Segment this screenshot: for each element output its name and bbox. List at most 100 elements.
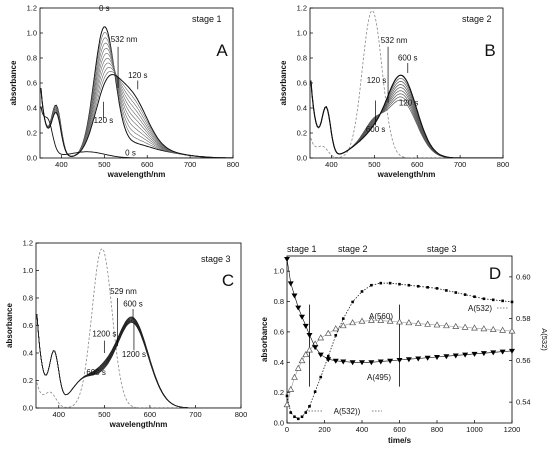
point-A560	[489, 325, 497, 332]
label-600s-left: 600 s	[86, 368, 106, 377]
point-A560	[283, 401, 291, 408]
spectrum-curve	[310, 74, 503, 158]
point-A560	[339, 322, 347, 329]
y-axis-label: absorbance	[279, 60, 288, 105]
spectrum-curve	[40, 52, 233, 158]
point-A495	[368, 360, 375, 366]
point-A560	[358, 317, 366, 324]
y-tick-label: 0.2	[274, 388, 284, 397]
point-A560	[508, 327, 516, 334]
x-tick-label: 600	[144, 410, 157, 419]
label-0s-bottom: 0 s	[125, 149, 136, 158]
point-A495	[295, 305, 302, 311]
x-tick-label: 700	[184, 160, 197, 169]
point-A560	[386, 317, 394, 324]
stage-label: stage 1	[192, 14, 222, 24]
x-tick-label: 0	[285, 425, 289, 434]
y-tick-label: 0.4	[297, 104, 307, 113]
y2-axis-label: A(532)	[540, 328, 549, 351]
point-A495	[471, 351, 478, 357]
point-A560	[306, 346, 313, 353]
point-A495	[443, 354, 450, 360]
label-532nm: 532 nm	[381, 36, 408, 45]
y-tick-label: 0.2	[297, 129, 307, 138]
plot-frame	[39, 7, 234, 159]
point-A532	[398, 282, 401, 286]
x-tick-label: 600	[411, 160, 424, 169]
point-A560	[471, 324, 478, 331]
panel-letter: B	[484, 41, 495, 60]
panel-letter: A	[216, 41, 228, 60]
point-A532	[370, 283, 373, 287]
point-A495	[509, 348, 515, 354]
point-A495	[490, 350, 497, 356]
stage-label: stage 3	[201, 254, 231, 264]
point-A532	[351, 300, 354, 304]
point-A532	[501, 299, 504, 303]
stage-label-3: stage 3	[427, 244, 457, 254]
point-A532	[326, 354, 330, 358]
point-A495	[302, 323, 309, 329]
point-A560	[287, 385, 295, 392]
x-tick-label: 200	[318, 425, 331, 434]
point-A560	[499, 326, 507, 333]
y-tick-label: 0.4	[274, 358, 284, 367]
y-tick-label: 0.0	[23, 404, 33, 413]
point-A532	[388, 281, 392, 285]
label-532nm: 532 nm	[111, 35, 138, 44]
point-A560	[317, 334, 325, 341]
y-tick-label: 0.2	[27, 129, 37, 138]
x-axis-label: wavelength/nm	[107, 170, 166, 179]
spectrum-curve	[40, 106, 233, 158]
spectra-group	[36, 248, 241, 408]
x-axis-label: time/s	[388, 436, 412, 445]
y2-tick-label: 0.60	[516, 272, 531, 281]
x-tick-label: 600	[393, 425, 406, 434]
y2-tick-label: 0.58	[516, 314, 531, 323]
y-tick-label: 1.0	[297, 29, 307, 38]
label-529nm: 529 nm	[110, 287, 137, 296]
spectra-group	[40, 26, 233, 158]
spectrum-curve	[40, 31, 233, 158]
x-tick-label: 500	[368, 160, 381, 169]
spectra-group	[310, 10, 503, 158]
y-tick-label: 0.6	[274, 327, 284, 336]
reference-spectrum-dashed	[36, 248, 241, 408]
point-A495	[424, 355, 431, 361]
x-tick-label: 800	[235, 410, 248, 419]
x-tick-label: 400	[356, 425, 369, 434]
y2-tick-label: 0.54	[516, 398, 531, 407]
y-tick-label: 1.2	[27, 4, 37, 13]
point-A560	[452, 322, 460, 329]
point-A560	[294, 364, 302, 371]
x-axis-label: wavelength/nm	[377, 170, 436, 179]
point-A532	[341, 317, 345, 320]
point-A495	[405, 357, 412, 363]
y2-tick-label: 0.56	[516, 356, 531, 365]
point-A532	[407, 283, 411, 287]
point-A495	[299, 314, 305, 320]
panel-C: 400 500 600 700 800 0.0 0.2 0.4 0.6 0.8 1.0 1.2 wave…	[5, 239, 247, 430]
y-tick-label: 1.2	[23, 239, 33, 248]
label-120s-left: 120 s	[94, 116, 114, 125]
point-A495	[306, 332, 313, 338]
panel-B: 400 500 600 700 800 0.0 0.2 0.4 0.6 0.8 1.0 1.2 wave…	[279, 4, 509, 180]
panel-D: 0 200 400 600 800 1000 1200 0.0 0.2 0.4 0.6 0.8 1.0 0…	[260, 244, 549, 445]
point-A560	[461, 323, 469, 330]
y-tick-label: 0.8	[274, 297, 284, 306]
point-A560	[298, 357, 306, 364]
x-tick-label: 1200	[504, 425, 521, 434]
point-A495	[396, 357, 403, 363]
x-tick-label: 1000	[466, 425, 483, 434]
point-A495	[462, 352, 469, 358]
point-A560	[480, 325, 488, 332]
label-600s-top: 600 s	[398, 54, 418, 63]
label-1200s-right: 1200 s	[122, 350, 146, 359]
point-A532	[285, 394, 289, 398]
y-tick-label: 0.4	[23, 349, 33, 358]
point-A532	[435, 287, 439, 290]
point-A495	[325, 357, 332, 363]
series-line-A532	[286, 282, 513, 420]
y-tick-label: 1.0	[27, 29, 37, 38]
